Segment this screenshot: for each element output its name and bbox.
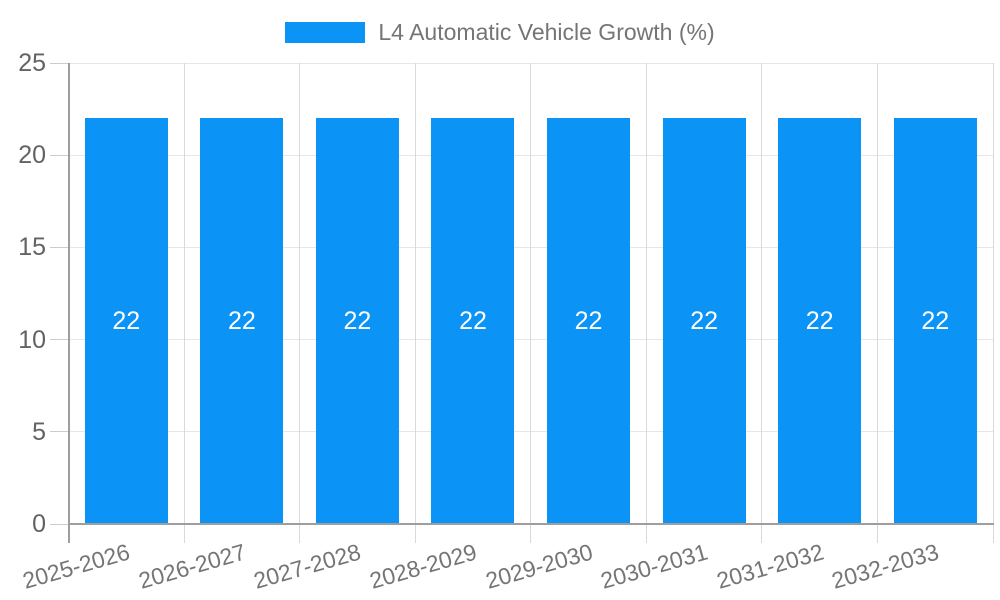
x-axis-tick xyxy=(645,524,647,543)
bar[interactable] xyxy=(778,118,862,524)
y-axis-tick xyxy=(50,246,68,248)
bar[interactable] xyxy=(662,118,746,524)
y-axis-label: 25 xyxy=(18,49,46,77)
x-axis-tick xyxy=(299,524,301,543)
y-axis-tick xyxy=(50,431,68,433)
bar[interactable] xyxy=(84,118,168,524)
bar-value-label: 22 xyxy=(921,307,950,336)
x-axis-label: 2026-2027 xyxy=(135,538,249,594)
bar-value-label: 22 xyxy=(227,307,256,336)
legend-label: L4 Automatic Vehicle Growth (%) xyxy=(378,19,715,45)
y-axis-line xyxy=(67,63,70,543)
y-axis-label: 15 xyxy=(18,233,46,262)
y-axis-tick xyxy=(50,523,68,525)
x-axis-tick xyxy=(992,524,994,543)
y-axis-label: 10 xyxy=(18,325,46,354)
legend-swatch xyxy=(285,21,366,43)
bar-value-label: 22 xyxy=(574,307,603,336)
x-axis-tick xyxy=(414,524,416,543)
x-axis-label: 2030-2031 xyxy=(597,538,711,594)
grid-line-v xyxy=(414,63,416,524)
bar-value-label: 22 xyxy=(459,307,487,336)
y-axis-tick xyxy=(50,62,68,64)
x-axis-label: 2028-2029 xyxy=(366,538,480,594)
x-axis-label: 2031-2032 xyxy=(713,538,827,594)
grid-line-v xyxy=(299,63,301,524)
y-axis-label: 20 xyxy=(18,141,46,170)
grid-line-v xyxy=(876,63,878,524)
x-axis-tick xyxy=(761,524,763,543)
grid-line-v xyxy=(183,63,185,524)
grid-line-v xyxy=(645,63,647,524)
bar-value-label: 22 xyxy=(343,307,372,336)
x-axis-tick xyxy=(876,524,878,543)
grid-line-v xyxy=(761,63,763,524)
y-axis-label: 5 xyxy=(32,417,46,446)
grid-line-v xyxy=(530,63,532,524)
x-axis-label: 2025-2026 xyxy=(19,538,133,594)
y-axis-tick xyxy=(50,154,68,156)
bar-value-label: 22 xyxy=(112,307,141,336)
bar[interactable] xyxy=(431,118,515,524)
chart-legend-item[interactable]: L4 Automatic Vehicle Growth (%) xyxy=(0,18,1000,46)
x-axis-label: 2029-2030 xyxy=(482,538,596,594)
bar-value-label: 22 xyxy=(805,307,834,336)
y-axis-tick xyxy=(50,339,68,341)
y-axis-label: 0 xyxy=(32,510,46,538)
x-axis-label: 2027-2028 xyxy=(251,538,364,594)
grid-line-v xyxy=(992,63,994,524)
x-axis-line xyxy=(67,523,994,525)
x-axis-tick xyxy=(530,524,532,543)
x-axis-tick xyxy=(183,524,185,543)
bar[interactable] xyxy=(547,118,631,524)
bar[interactable] xyxy=(893,118,977,524)
bar[interactable] xyxy=(200,118,284,524)
bar-value-label: 22 xyxy=(690,307,718,336)
x-axis-label: 2032-2033 xyxy=(828,538,942,594)
bar[interactable] xyxy=(315,118,399,524)
